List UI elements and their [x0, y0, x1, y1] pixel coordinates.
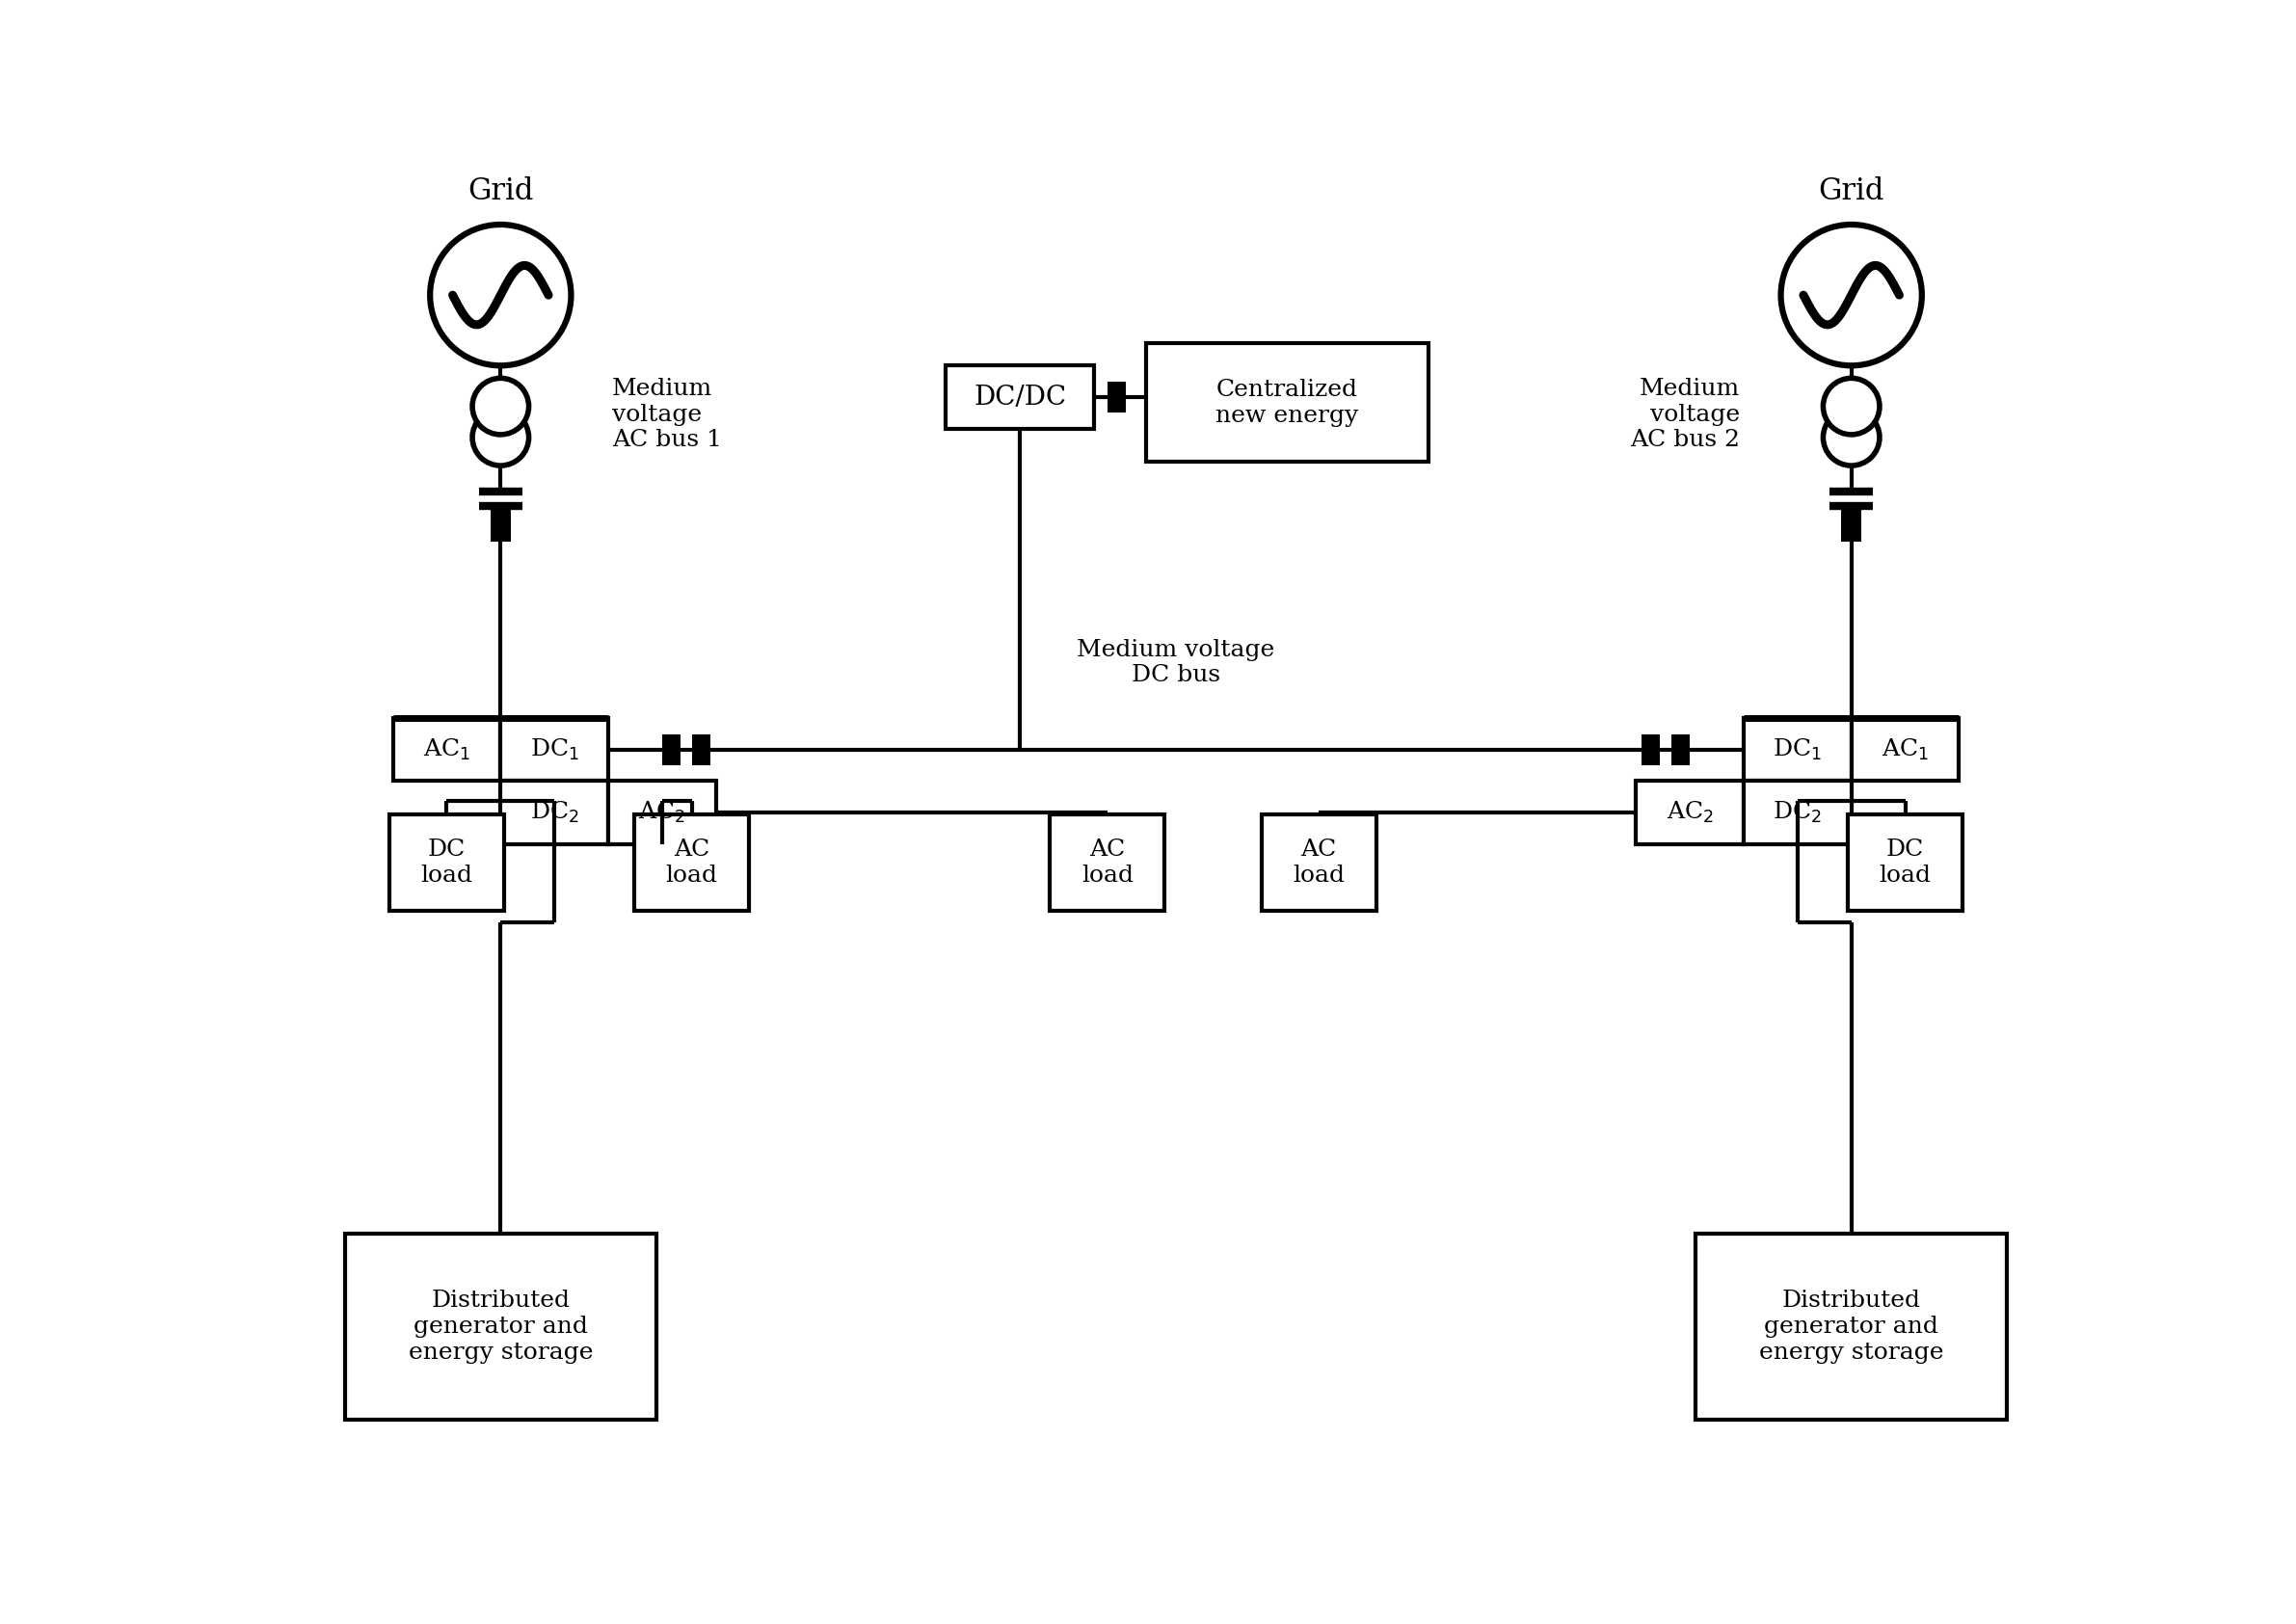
Text: DC
load: DC load	[1878, 840, 1931, 887]
Bar	[946, 365, 1095, 429]
Bar	[1637, 781, 1743, 844]
Bar	[691, 734, 709, 765]
Text: DC/DC: DC/DC	[974, 385, 1065, 411]
Text: Distributed
generator and
energy storage: Distributed generator and energy storage	[409, 1289, 592, 1363]
Bar	[344, 1234, 657, 1419]
Bar	[1107, 382, 1125, 412]
Bar	[661, 734, 680, 765]
Bar	[1642, 734, 1660, 765]
Bar	[489, 508, 512, 541]
Text: AC$_1$: AC$_1$	[1880, 737, 1929, 762]
Circle shape	[1823, 378, 1880, 435]
Circle shape	[1782, 224, 1922, 365]
Text: AC$_1$: AC$_1$	[422, 737, 471, 762]
Bar	[1743, 781, 1851, 844]
Text: AC
load: AC load	[666, 840, 719, 887]
Bar	[1146, 343, 1428, 463]
Bar	[1841, 508, 1862, 541]
Bar	[1671, 734, 1690, 765]
Bar	[393, 718, 501, 781]
Bar	[608, 781, 716, 844]
Text: Medium
voltage
AC bus 2: Medium voltage AC bus 2	[1630, 378, 1740, 451]
Text: Grid: Grid	[1818, 177, 1885, 206]
Text: AC$_2$: AC$_2$	[1667, 801, 1713, 825]
Text: AC$_2$: AC$_2$	[638, 801, 687, 825]
Bar	[1848, 815, 1963, 911]
Bar	[390, 815, 505, 911]
Circle shape	[1823, 409, 1880, 466]
Bar	[634, 815, 748, 911]
Text: Grid: Grid	[468, 177, 533, 206]
Text: AC
load: AC load	[1081, 840, 1134, 887]
Bar	[1049, 815, 1164, 911]
Text: AC
load: AC load	[1293, 840, 1345, 887]
Bar	[1694, 1234, 2007, 1419]
Circle shape	[473, 378, 528, 435]
Text: DC
load: DC load	[420, 840, 473, 887]
Text: Distributed
generator and
energy storage: Distributed generator and energy storage	[1759, 1289, 1945, 1363]
Bar	[1851, 718, 1958, 781]
Circle shape	[429, 224, 572, 365]
Text: Centralized
new energy: Centralized new energy	[1217, 378, 1359, 427]
Text: Medium voltage
DC bus: Medium voltage DC bus	[1077, 638, 1274, 687]
Bar	[1261, 815, 1375, 911]
Bar	[501, 718, 608, 781]
Text: DC$_2$: DC$_2$	[530, 801, 579, 825]
Text: Medium
voltage
AC bus 1: Medium voltage AC bus 1	[613, 378, 721, 451]
Text: DC$_1$: DC$_1$	[530, 737, 579, 762]
Text: DC$_1$: DC$_1$	[1773, 737, 1823, 762]
Bar	[501, 781, 608, 844]
Circle shape	[473, 409, 528, 466]
Bar	[1743, 718, 1851, 781]
Text: DC$_2$: DC$_2$	[1773, 801, 1823, 825]
